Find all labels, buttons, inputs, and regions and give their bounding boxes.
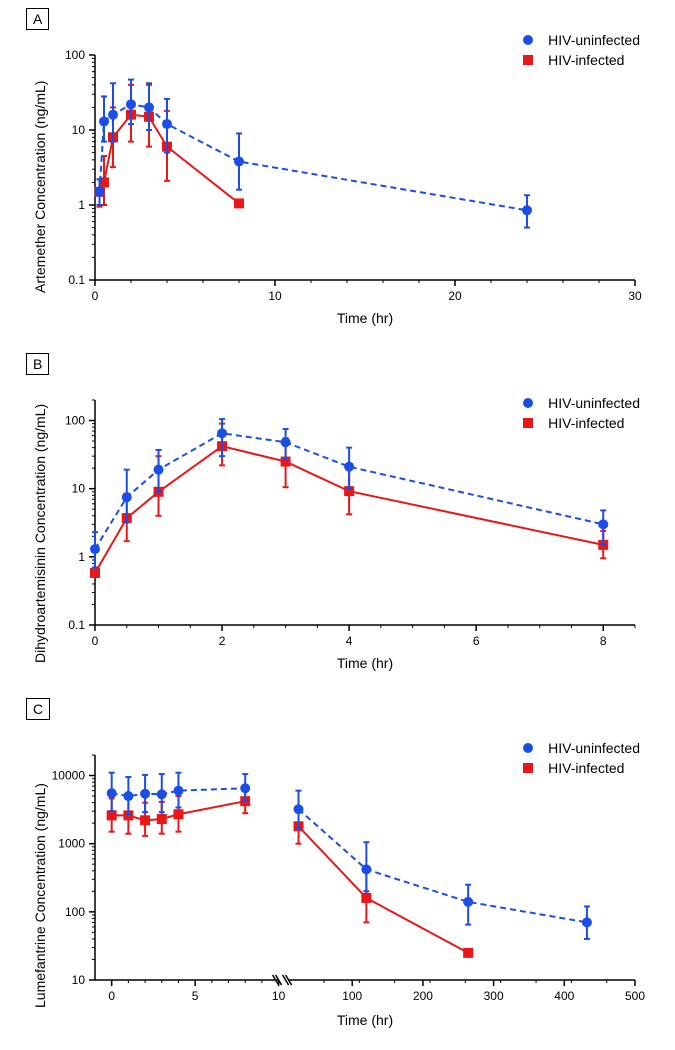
svg-text:1000: 1000: [58, 837, 85, 851]
svg-text:10: 10: [72, 123, 86, 137]
svg-text:10000: 10000: [52, 769, 86, 783]
svg-text:0: 0: [92, 634, 99, 648]
panel-a-plot: 0.1 1 10 100 0 10 20 30: [0, 0, 675, 345]
svg-text:0.1: 0.1: [68, 273, 85, 287]
panel-b: B Dihydroartemisinin Concentration (ng/m…: [0, 345, 675, 690]
svg-text:1: 1: [78, 198, 85, 212]
svg-text:10: 10: [268, 289, 282, 303]
figure-container: A Artemether Concentration (ng/mL) Time …: [0, 0, 675, 1050]
svg-text:0: 0: [108, 989, 115, 1003]
svg-text:300: 300: [484, 989, 504, 1003]
svg-text:100: 100: [65, 905, 85, 919]
svg-text:10: 10: [72, 973, 86, 987]
svg-text:8: 8: [600, 634, 607, 648]
svg-text:100: 100: [342, 989, 362, 1003]
svg-text:1: 1: [78, 550, 85, 564]
svg-text:500: 500: [625, 989, 645, 1003]
svg-text:20: 20: [448, 289, 462, 303]
svg-text:10: 10: [72, 482, 86, 496]
panel-b-plot: 0.1 1 10 100 0 2 4 6 8: [0, 345, 675, 690]
svg-text:6: 6: [473, 634, 480, 648]
svg-text:2: 2: [219, 634, 226, 648]
svg-text:10: 10: [272, 989, 286, 1003]
panel-a: A Artemether Concentration (ng/mL) Time …: [0, 0, 675, 345]
svg-text:100: 100: [65, 48, 85, 62]
svg-text:400: 400: [554, 989, 574, 1003]
svg-text:200: 200: [413, 989, 433, 1003]
panel-c-plot: 10 100 1000 10000 0 5 10 100 200 300 400 500: [0, 690, 675, 1050]
svg-text:0.1: 0.1: [68, 618, 85, 632]
svg-text:30: 30: [628, 289, 642, 303]
svg-text:0: 0: [92, 289, 99, 303]
svg-text:5: 5: [192, 989, 199, 1003]
svg-text:4: 4: [346, 634, 353, 648]
svg-text:100: 100: [65, 414, 85, 428]
panel-c: C Lumefantrine Concentration (ng/mL) Tim…: [0, 690, 675, 1050]
